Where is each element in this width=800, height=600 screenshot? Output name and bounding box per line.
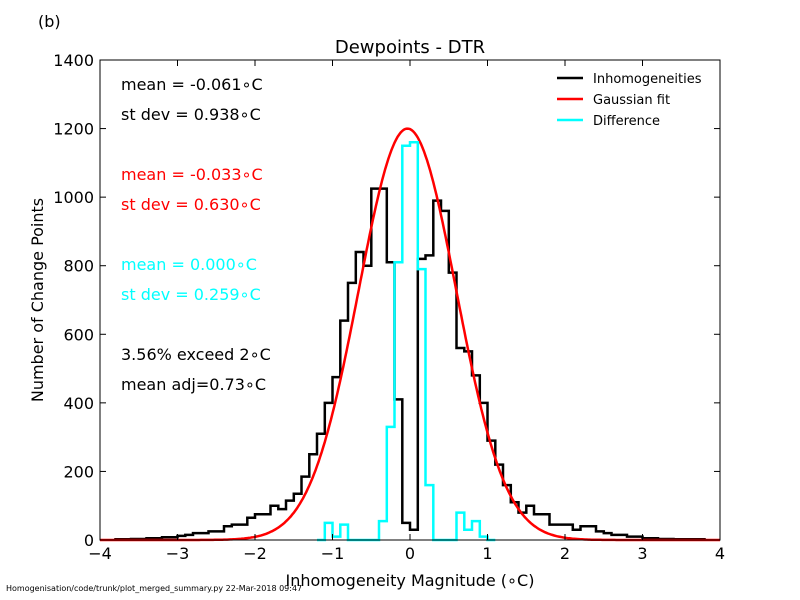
x-tick-label: 2 xyxy=(560,544,570,563)
y-tick-label: 600 xyxy=(63,325,94,344)
y-tick-label: 0 xyxy=(84,531,94,550)
stats-annotation: 3.56% exceed 2∘C xyxy=(121,345,271,364)
y-tick-label: 400 xyxy=(63,394,94,413)
y-axis-label: Number of Change Points xyxy=(28,198,47,402)
x-tick-label: 1 xyxy=(482,544,492,563)
stats-annotation: mean = -0.061∘C xyxy=(121,75,263,94)
stats-annotation: st dev = 0.630∘C xyxy=(121,195,261,214)
legend-label: Difference xyxy=(593,114,660,129)
stats-annotation: mean = 0.000∘C xyxy=(121,255,257,274)
x-tick-label: −1 xyxy=(321,544,345,563)
x-tick-label: 3 xyxy=(637,544,647,563)
stats-annotation: st dev = 0.938∘C xyxy=(121,105,261,124)
legend-label: Gaussian fit xyxy=(593,93,670,108)
y-tick-label: 200 xyxy=(63,462,94,481)
x-tick-label: −2 xyxy=(243,544,267,563)
footer-script-path: Homogenisation/code/trunk/plot_merged_su… xyxy=(6,584,303,593)
series-inhomogeneities-line xyxy=(114,187,706,541)
stats-annotation: mean adj=0.73∘C xyxy=(121,375,266,394)
y-tick-label: 1000 xyxy=(53,188,94,207)
y-tick-label: 800 xyxy=(63,257,94,276)
x-tick-label: −4 xyxy=(88,544,112,563)
chart-title: Dewpoints - DTR xyxy=(335,37,485,58)
stats-annotation: mean = -0.033∘C xyxy=(121,165,263,184)
y-tick-label: 1200 xyxy=(53,120,94,139)
panel-label: (b) xyxy=(38,12,61,31)
series-difference-line xyxy=(317,141,496,542)
x-tick-label: −3 xyxy=(166,544,190,563)
legend-label: Inhomogeneities xyxy=(593,72,702,87)
stats-annotation: st dev = 0.259∘C xyxy=(121,285,261,304)
x-axis-label: Inhomogeneity Magnitude (∘C) xyxy=(286,571,535,590)
x-tick-label: 4 xyxy=(715,544,725,563)
series-gaussian-fit-line xyxy=(100,127,720,542)
x-tick-label: 0 xyxy=(405,544,415,563)
y-tick-label: 1400 xyxy=(53,51,94,70)
